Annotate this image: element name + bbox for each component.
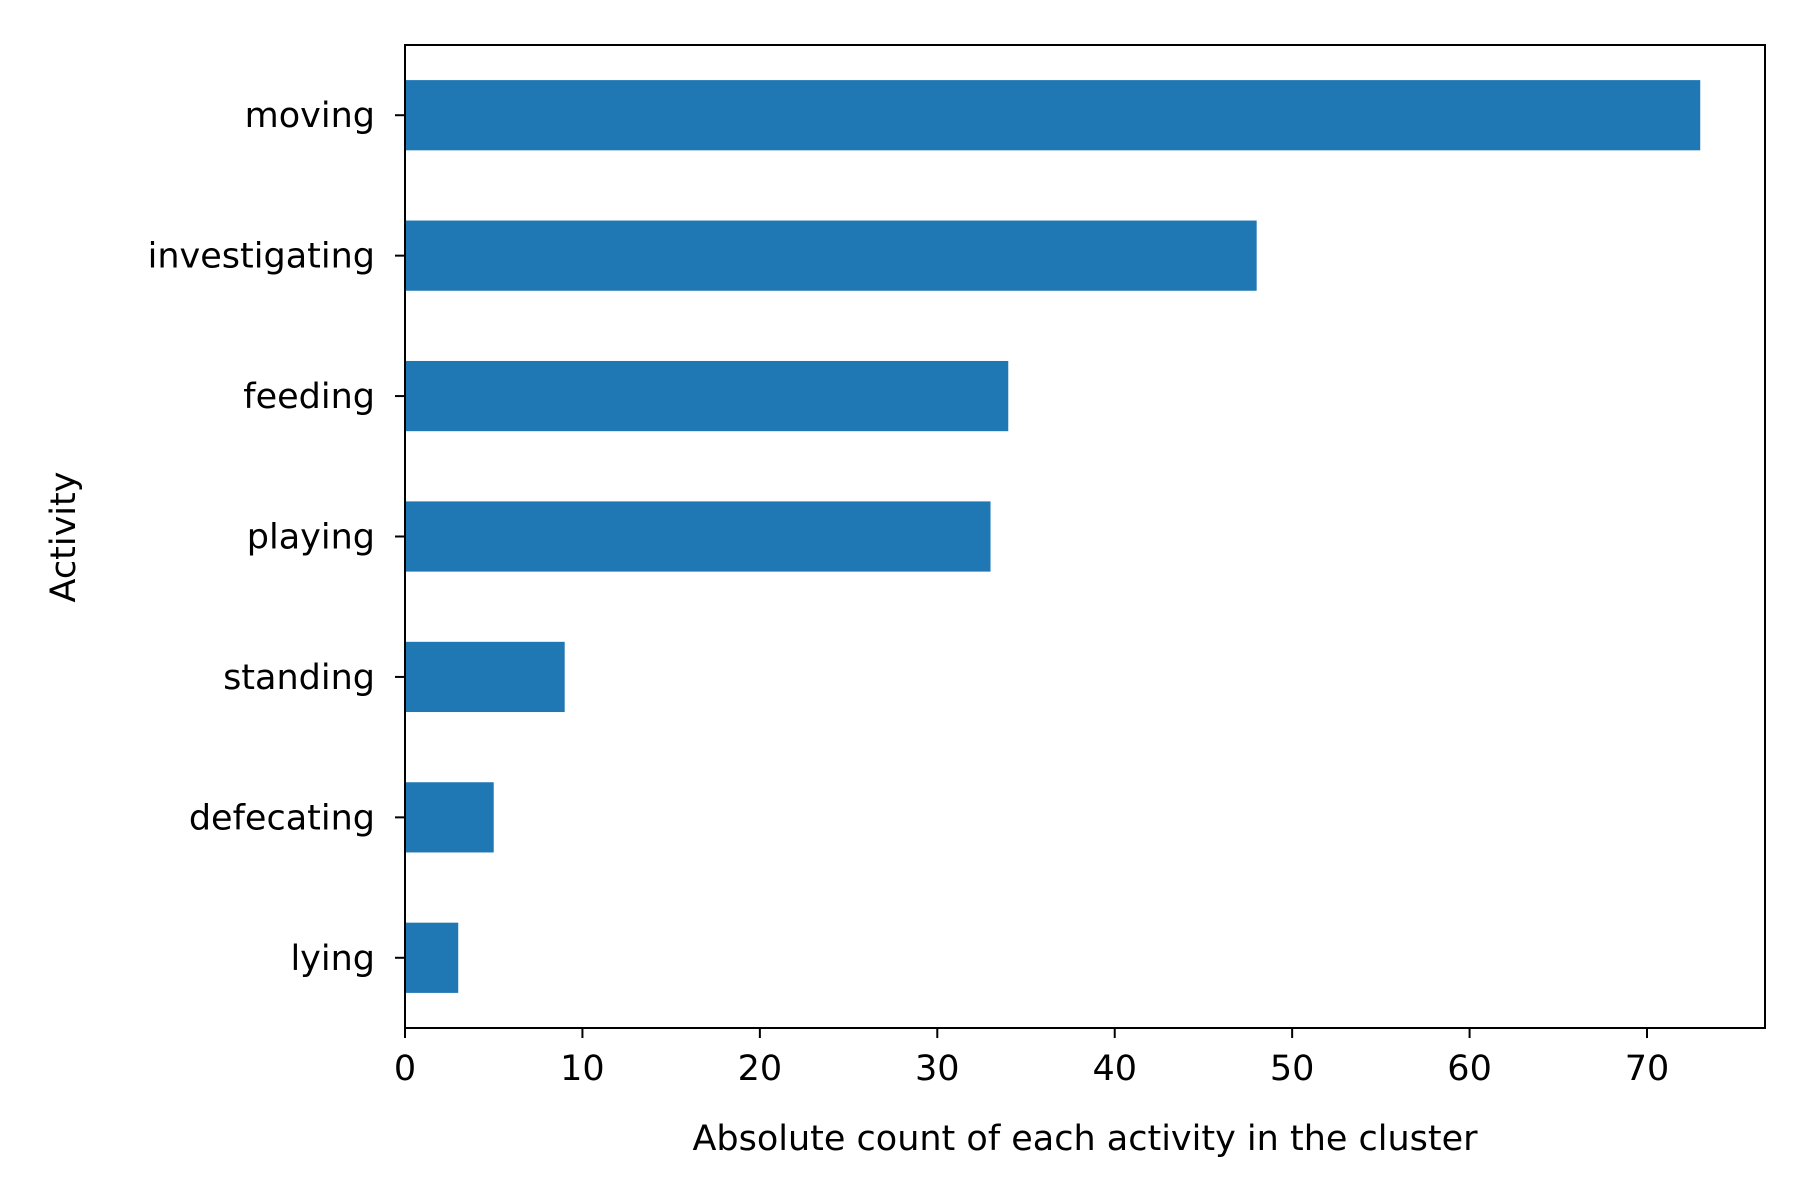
x-tick-label-40: 40 [1092, 1049, 1137, 1089]
bar-defecating [405, 782, 494, 853]
x-axis-ticks: 0 10 20 30 40 50 60 70 [394, 1028, 1669, 1089]
x-tick-label-60: 60 [1447, 1049, 1492, 1089]
x-axis-label: Absolute count of each activity in the c… [692, 1119, 1478, 1159]
y-tick-label-lying: lying [290, 939, 375, 979]
y-tick-label-investigating: investigating [148, 237, 375, 277]
x-tick-label-70: 70 [1625, 1049, 1670, 1089]
bar-playing [405, 501, 991, 572]
x-tick-label-50: 50 [1270, 1049, 1315, 1089]
bar-standing [405, 641, 565, 713]
y-tick-label-defecating: defecating [189, 798, 375, 838]
bars-layer [405, 80, 1701, 993]
y-tick-label-standing: standing [223, 658, 375, 698]
bar-investigating [405, 220, 1257, 291]
x-tick-label-10: 10 [560, 1049, 605, 1089]
bar-moving [405, 80, 1701, 151]
x-tick-label-0: 0 [394, 1049, 416, 1089]
plot-area-frame [404, 44, 1766, 1029]
bar-lying [405, 922, 459, 993]
y-tick-label-moving: moving [245, 96, 375, 136]
x-tick-label-20: 20 [738, 1049, 783, 1089]
bar-feeding [405, 360, 1009, 432]
y-tick-label-feeding: feeding [243, 377, 375, 417]
x-tick-label-30: 30 [915, 1049, 960, 1089]
y-axis-label: Activity [44, 472, 84, 603]
y-axis-ticks: moving investigating feeding playing standin… [148, 96, 405, 979]
y-tick-label-playing: playing [247, 518, 375, 558]
